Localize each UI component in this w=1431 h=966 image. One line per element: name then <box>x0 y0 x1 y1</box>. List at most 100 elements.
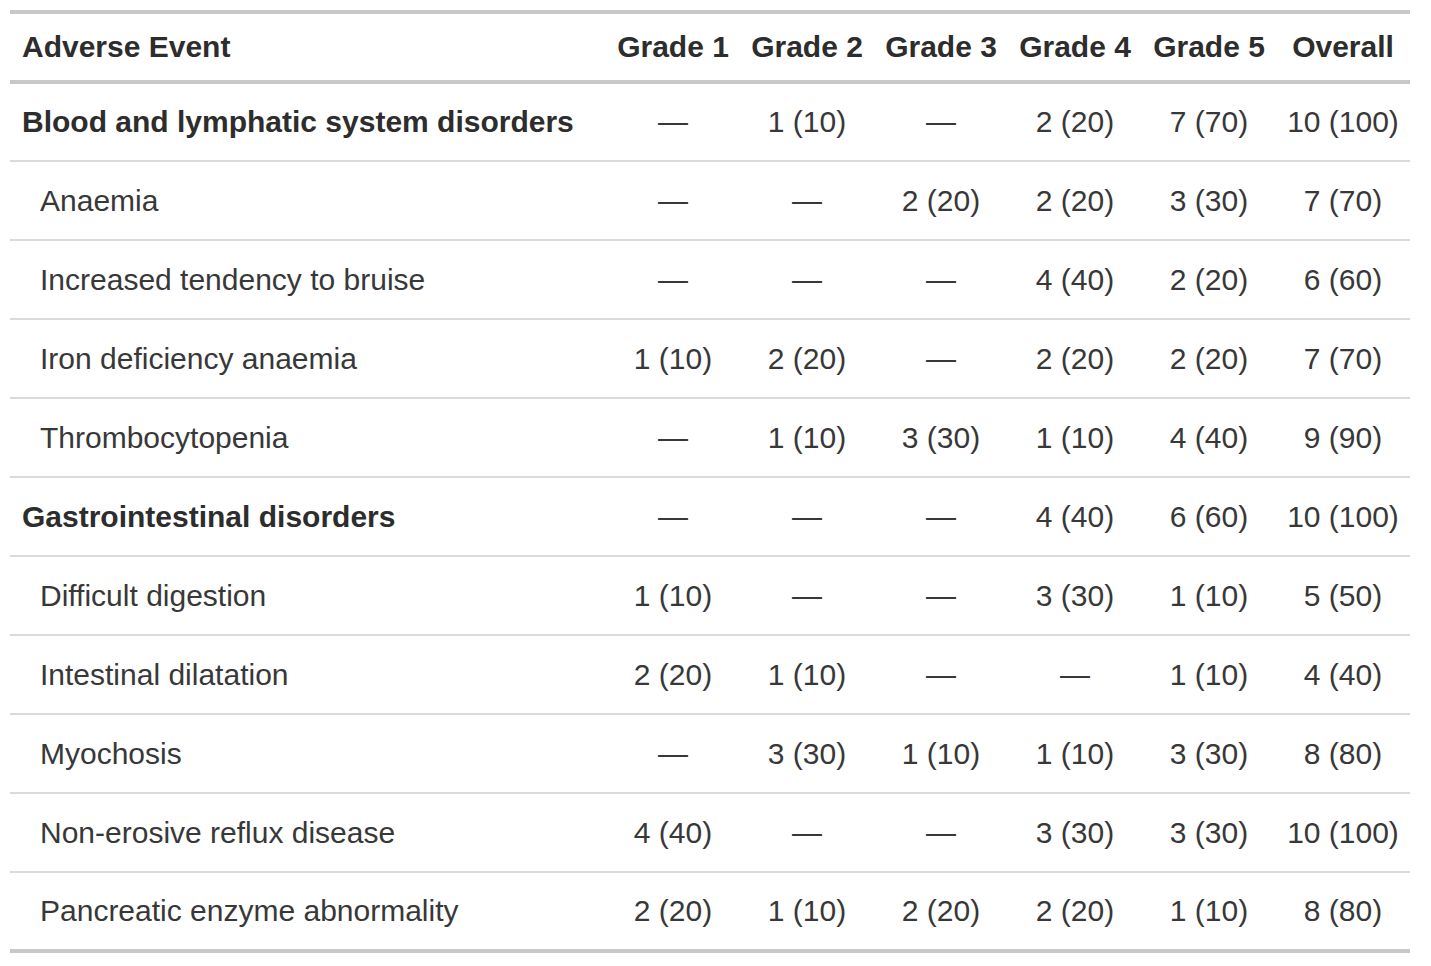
cell-value: 3 (30) <box>1008 556 1142 635</box>
row-label: Blood and lymphatic system disorders <box>10 82 606 161</box>
cell-value: — <box>740 477 874 556</box>
table-row: Myochosis—3 (30)1 (10)1 (10)3 (30)8 (80) <box>10 714 1410 793</box>
cell-value: 6 (60) <box>1276 240 1410 319</box>
column-header-adverse-event: Adverse Event <box>10 12 606 82</box>
table-header: Adverse EventGrade 1Grade 2Grade 3Grade … <box>10 12 1410 82</box>
row-label: Non-erosive reflux disease <box>10 793 606 872</box>
table-row: Pancreatic enzyme abnormality2 (20)1 (10… <box>10 872 1410 951</box>
table-row: Thrombocytopenia—1 (10)3 (30)1 (10)4 (40… <box>10 398 1410 477</box>
cell-value: 1 (10) <box>1008 714 1142 793</box>
cell-value: 2 (20) <box>874 161 1008 240</box>
cell-value: 1 (10) <box>1142 556 1276 635</box>
adverse-events-page: Adverse EventGrade 1Grade 2Grade 3Grade … <box>0 0 1431 966</box>
table-body: Blood and lymphatic system disorders—1 (… <box>10 82 1410 951</box>
cell-value: — <box>740 556 874 635</box>
cell-value: — <box>606 714 740 793</box>
row-label: Thrombocytopenia <box>10 398 606 477</box>
cell-value: — <box>874 635 1008 714</box>
cell-value: 1 (10) <box>740 398 874 477</box>
cell-value: 1 (10) <box>606 556 740 635</box>
cell-value: — <box>874 556 1008 635</box>
cell-value: 2 (20) <box>1008 82 1142 161</box>
category-row: Gastrointestinal disorders———4 (40)6 (60… <box>10 477 1410 556</box>
cell-value: 10 (100) <box>1276 477 1410 556</box>
cell-value: — <box>874 319 1008 398</box>
cell-value: 2 (20) <box>606 635 740 714</box>
row-label: Difficult digestion <box>10 556 606 635</box>
cell-value: 2 (20) <box>740 319 874 398</box>
cell-value: — <box>740 161 874 240</box>
column-header-grade-5: Grade 5 <box>1142 12 1276 82</box>
table-row: Iron deficiency anaemia1 (10)2 (20)—2 (2… <box>10 319 1410 398</box>
row-label: Anaemia <box>10 161 606 240</box>
table-row: Anaemia——2 (20)2 (20)3 (30)7 (70) <box>10 161 1410 240</box>
cell-value: 5 (50) <box>1276 556 1410 635</box>
cell-value: 10 (100) <box>1276 793 1410 872</box>
cell-value: — <box>874 82 1008 161</box>
cell-value: 1 (10) <box>606 319 740 398</box>
cell-value: 3 (30) <box>874 398 1008 477</box>
cell-value: — <box>606 477 740 556</box>
cell-value: 1 (10) <box>874 714 1008 793</box>
cell-value: 2 (20) <box>1008 161 1142 240</box>
table-row: Increased tendency to bruise———4 (40)2 (… <box>10 240 1410 319</box>
cell-value: 3 (30) <box>1142 714 1276 793</box>
cell-value: 1 (10) <box>740 82 874 161</box>
cell-value: 3 (30) <box>1142 793 1276 872</box>
table-row: Intestinal dilatation2 (20)1 (10)——1 (10… <box>10 635 1410 714</box>
cell-value: 2 (20) <box>1142 319 1276 398</box>
cell-value: 4 (40) <box>1008 477 1142 556</box>
row-label: Increased tendency to bruise <box>10 240 606 319</box>
header-row: Adverse EventGrade 1Grade 2Grade 3Grade … <box>10 12 1410 82</box>
cell-value: 4 (40) <box>1142 398 1276 477</box>
cell-value: 10 (100) <box>1276 82 1410 161</box>
cell-value: 4 (40) <box>1008 240 1142 319</box>
column-header-grade-1: Grade 1 <box>606 12 740 82</box>
cell-value: — <box>1008 635 1142 714</box>
cell-value: 1 (10) <box>1142 635 1276 714</box>
cell-value: 6 (60) <box>1142 477 1276 556</box>
row-label: Iron deficiency anaemia <box>10 319 606 398</box>
cell-value: — <box>740 240 874 319</box>
cell-value: 3 (30) <box>740 714 874 793</box>
cell-value: 2 (20) <box>1008 872 1142 951</box>
cell-value: 1 (10) <box>1142 872 1276 951</box>
adverse-events-table: Adverse EventGrade 1Grade 2Grade 3Grade … <box>10 10 1410 953</box>
row-label: Gastrointestinal disorders <box>10 477 606 556</box>
row-label: Myochosis <box>10 714 606 793</box>
category-row: Blood and lymphatic system disorders—1 (… <box>10 82 1410 161</box>
cell-value: 7 (70) <box>1276 319 1410 398</box>
cell-value: 2 (20) <box>1142 240 1276 319</box>
cell-value: — <box>606 82 740 161</box>
cell-value: 8 (80) <box>1276 714 1410 793</box>
cell-value: — <box>740 793 874 872</box>
cell-value: 2 (20) <box>606 872 740 951</box>
cell-value: 1 (10) <box>740 635 874 714</box>
column-header-overall: Overall <box>1276 12 1410 82</box>
cell-value: 4 (40) <box>606 793 740 872</box>
cell-value: 3 (30) <box>1008 793 1142 872</box>
cell-value: — <box>874 240 1008 319</box>
cell-value: 2 (20) <box>874 872 1008 951</box>
cell-value: 8 (80) <box>1276 872 1410 951</box>
column-header-grade-2: Grade 2 <box>740 12 874 82</box>
cell-value: 1 (10) <box>1008 398 1142 477</box>
cell-value: 3 (30) <box>1142 161 1276 240</box>
cell-value: 2 (20) <box>1008 319 1142 398</box>
cell-value: 1 (10) <box>740 872 874 951</box>
row-label: Intestinal dilatation <box>10 635 606 714</box>
cell-value: 7 (70) <box>1142 82 1276 161</box>
cell-value: 9 (90) <box>1276 398 1410 477</box>
column-header-grade-3: Grade 3 <box>874 12 1008 82</box>
cell-value: 4 (40) <box>1276 635 1410 714</box>
table-row: Difficult digestion1 (10)——3 (30)1 (10)5… <box>10 556 1410 635</box>
column-header-grade-4: Grade 4 <box>1008 12 1142 82</box>
cell-value: 7 (70) <box>1276 161 1410 240</box>
cell-value: — <box>606 161 740 240</box>
table-row: Non-erosive reflux disease4 (40)——3 (30)… <box>10 793 1410 872</box>
cell-value: — <box>874 477 1008 556</box>
cell-value: — <box>606 398 740 477</box>
cell-value: — <box>874 793 1008 872</box>
cell-value: — <box>606 240 740 319</box>
row-label: Pancreatic enzyme abnormality <box>10 872 606 951</box>
